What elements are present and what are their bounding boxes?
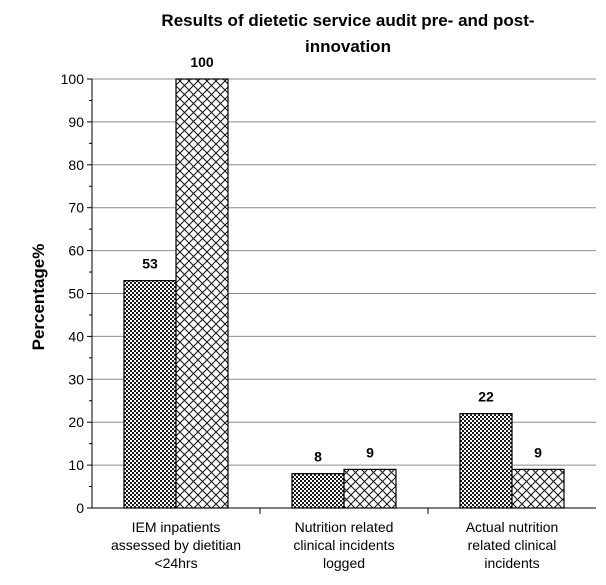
x-tick-label: IEM inpatients	[132, 519, 221, 535]
y-tick-label: 90	[68, 114, 84, 130]
y-tick-label: 70	[68, 200, 84, 216]
y-tick-label: 0	[76, 500, 84, 516]
data-label: 9	[366, 444, 374, 460]
x-tick-label: Actual nutrition	[466, 519, 559, 535]
y-tick-labels: 0 10 20 30 40 50 60 70 80 90 100	[61, 71, 85, 516]
x-tick-label: <24hrs	[154, 555, 197, 571]
bar-series-1-cat-1	[123, 280, 177, 509]
data-labels: 53 100 8 9 22 9	[142, 54, 542, 465]
chart-title-line-1: Results of dietetic service audit pre- a…	[161, 11, 534, 30]
data-label: 53	[142, 256, 158, 272]
x-tick-label: logged	[323, 555, 365, 571]
bar-series-2-cat-3	[511, 468, 565, 509]
chart-title: Results of dietetic service audit pre- a…	[161, 11, 534, 56]
y-tick-label: 10	[68, 457, 84, 473]
data-label: 22	[478, 389, 494, 405]
bar-series-1-cat-3	[459, 413, 513, 509]
x-tick-label: Nutrition related	[295, 519, 394, 535]
data-label: 8	[314, 449, 322, 465]
x-tick-label: clinical incidents	[293, 537, 394, 553]
bar-series-2-cat-1	[175, 78, 229, 509]
x-tick-label: related clinical	[468, 537, 557, 553]
x-tick-labels: IEM inpatients assessed by dietitian <24hr…	[111, 519, 558, 571]
bars	[123, 78, 565, 509]
y-axis-label: Percentage%	[29, 244, 48, 351]
y-tick-label: 80	[68, 157, 84, 173]
bar-series-1-cat-2	[291, 473, 345, 509]
y-tick-label: 40	[68, 328, 84, 344]
data-label: 100	[190, 54, 214, 70]
x-tick-label: assessed by dietitian	[111, 537, 241, 553]
y-tick-label: 20	[68, 414, 84, 430]
y-tick-label: 100	[61, 71, 85, 87]
data-label: 9	[534, 444, 542, 460]
chart-title-line-2: innovation	[305, 37, 391, 56]
y-tick-label: 60	[68, 243, 84, 259]
y-tick-label: 30	[68, 371, 84, 387]
y-tick-label: 50	[68, 286, 84, 302]
bar-series-2-cat-2	[343, 468, 397, 509]
x-tick-label: incidents	[484, 555, 539, 571]
